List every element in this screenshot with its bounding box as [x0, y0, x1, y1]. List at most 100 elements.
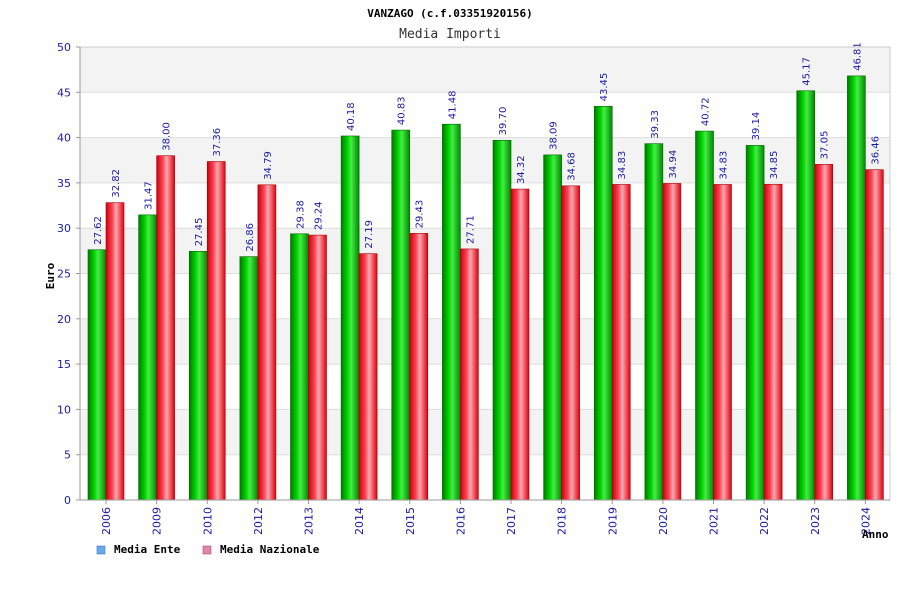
- bar-media-nazionale-2021: [713, 184, 732, 501]
- x-axis-label: Anno: [862, 528, 889, 541]
- x-tick-label-2021: 2021: [708, 507, 721, 535]
- x-tick-label-2018: 2018: [556, 507, 569, 535]
- value-label-media-ente-2012: 26.86: [245, 223, 256, 252]
- legend: Media Ente Media Nazionale: [96, 543, 320, 556]
- x-tick-label-2013: 2013: [303, 507, 316, 535]
- y-tick-label: 45: [57, 86, 71, 99]
- plot-band: [80, 47, 890, 93]
- bar-media-nazionale-2016: [460, 248, 479, 501]
- bar-media-ente-2006: [87, 249, 107, 501]
- y-axis-label: Euro: [44, 262, 57, 289]
- value-label-media-nazionale-2019: 34.83: [617, 151, 628, 180]
- bars-layer: [87, 75, 884, 501]
- x-tick-label-2024: 2024: [859, 507, 872, 535]
- x-tick-label-2020: 2020: [657, 507, 670, 535]
- bar-media-nazionale-2012: [257, 184, 277, 501]
- bar-media-nazionale-2022: [763, 183, 783, 501]
- value-label-media-nazionale-2022: 34.85: [769, 151, 780, 180]
- bar-media-nazionale-2015: [409, 233, 429, 501]
- bar-media-nazionale-2010: [206, 161, 226, 501]
- value-label-media-ente-2017: 39.70: [498, 107, 509, 136]
- bar-media-ente-2020: [644, 143, 664, 501]
- value-label-media-ente-2023: 45.17: [802, 57, 813, 86]
- value-label-media-nazionale-2012: 34.79: [263, 151, 274, 180]
- x-tick-label-2010: 2010: [201, 507, 214, 535]
- legend-swatch-media-ente: [96, 545, 106, 555]
- bar-media-ente-2013: [290, 233, 309, 501]
- bar-media-nazionale-2019: [611, 184, 631, 501]
- value-label-media-ente-2010: 27.45: [194, 218, 205, 247]
- bar-media-ente-2014: [340, 135, 360, 501]
- value-label-media-ente-2014: 40.18: [346, 102, 357, 131]
- legend-label-media-ente: Media Ente: [114, 543, 181, 556]
- x-tick-label-2006: 2006: [100, 507, 113, 535]
- bar-media-ente-2018: [543, 154, 562, 501]
- y-axis-ticks: 0 5 10 15 20 25 30 35 40 45 50: [57, 41, 80, 507]
- value-label-media-nazionale-2024: 36.46: [870, 136, 881, 165]
- x-axis-ticks: 2006 2009 2010 2012 2013 2014 2015 2016 2017 2018…: [100, 500, 872, 535]
- x-tick-label-2014: 2014: [353, 507, 366, 535]
- y-tick-label: 0: [64, 494, 71, 507]
- plot-band: [80, 92, 890, 138]
- value-label-media-ente-2021: 40.72: [701, 97, 712, 126]
- value-label-media-nazionale-2006: 32.82: [111, 169, 122, 198]
- value-label-media-ente-2020: 39.33: [650, 110, 661, 139]
- value-label-media-ente-2016: 41.48: [447, 91, 458, 120]
- bar-media-ente-2019: [593, 106, 613, 501]
- value-label-media-nazionale-2023: 37.05: [820, 131, 831, 160]
- bar-media-nazionale-2006: [105, 202, 125, 501]
- value-label-media-ente-2009: 31.47: [144, 181, 155, 210]
- y-tick-label: 5: [64, 449, 71, 462]
- y-tick-label: 20: [57, 313, 71, 326]
- y-tick-label: 35: [57, 177, 71, 190]
- bar-media-nazionale-2009: [156, 155, 175, 501]
- legend-swatch-media-nazionale: [202, 545, 212, 555]
- bar-media-nazionale-2018: [561, 185, 580, 501]
- y-tick-label: 15: [57, 358, 71, 371]
- value-label-media-ente-2019: 43.45: [599, 73, 610, 102]
- value-label-media-ente-2018: 38.09: [549, 121, 560, 150]
- value-label-media-nazionale-2017: 34.32: [516, 155, 527, 184]
- legend-label-media-nazionale: Media Nazionale: [220, 543, 320, 556]
- x-tick-label-2022: 2022: [758, 507, 771, 535]
- bar-media-ente-2009: [138, 214, 157, 501]
- value-label-media-nazionale-2021: 34.83: [719, 151, 730, 180]
- value-label-media-ente-2015: 40.83: [397, 96, 408, 125]
- y-tick-label: 25: [57, 268, 71, 281]
- x-tick-label-2019: 2019: [606, 507, 619, 535]
- value-label-media-nazionale-2010: 37.36: [212, 128, 223, 157]
- bar-media-ente-2015: [391, 129, 411, 501]
- x-tick-label-2012: 2012: [252, 507, 265, 535]
- value-label-media-ente-2013: 29.38: [296, 200, 307, 229]
- bar-media-nazionale-2024: [865, 169, 884, 501]
- value-label-media-nazionale-2016: 27.71: [465, 215, 476, 244]
- value-labels-layer: 27.62 32.82 31.47 38.00 27.45 37.36 26.86 34.79…: [93, 42, 881, 251]
- bar-media-nazionale-2017: [510, 188, 530, 501]
- y-tick-label: 30: [57, 222, 71, 235]
- bar-media-nazionale-2013: [308, 234, 327, 501]
- y-tick-label: 50: [57, 41, 71, 54]
- y-tick-label: 10: [57, 403, 71, 416]
- x-tick-label-2016: 2016: [454, 507, 467, 535]
- x-tick-label-2015: 2015: [404, 507, 417, 535]
- value-label-media-ente-2024: 46.81: [852, 42, 863, 71]
- bar-media-nazionale-2014: [358, 253, 378, 501]
- value-label-media-nazionale-2018: 34.68: [567, 152, 578, 181]
- value-label-media-ente-2006: 27.62: [93, 216, 104, 245]
- bar-media-ente-2016: [442, 123, 461, 501]
- value-label-media-nazionale-2009: 38.00: [162, 122, 173, 151]
- x-tick-label-2017: 2017: [505, 507, 518, 535]
- bar-media-ente-2024: [847, 75, 866, 501]
- value-label-media-nazionale-2015: 29.43: [415, 200, 426, 229]
- chart-subtitle: Media Importi: [399, 27, 501, 42]
- value-label-media-nazionale-2013: 29.24: [314, 201, 325, 230]
- bar-media-ente-2012: [239, 256, 259, 501]
- x-tick-label-2009: 2009: [151, 507, 164, 535]
- value-label-media-nazionale-2014: 27.19: [364, 220, 375, 249]
- chart-title: VANZAGO (c.f.03351920156): [367, 7, 533, 20]
- bar-media-ente-2017: [492, 140, 512, 501]
- bar-media-nazionale-2020: [662, 183, 682, 501]
- bar-media-ente-2022: [745, 145, 765, 501]
- value-label-media-ente-2022: 39.14: [751, 112, 762, 141]
